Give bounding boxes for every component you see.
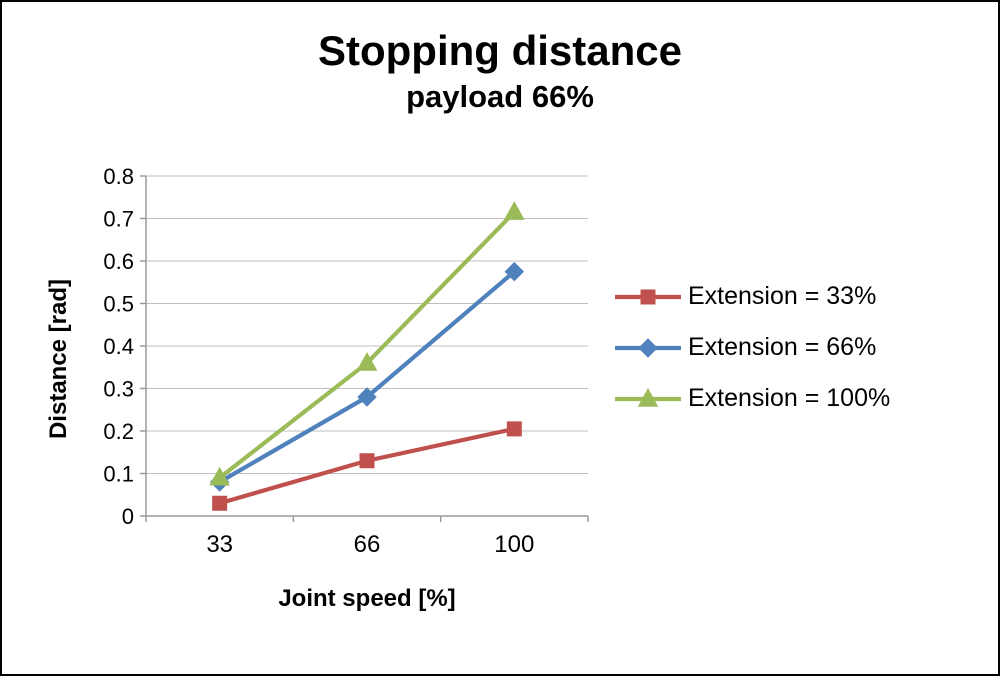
chart-body: Distance [rad] 0 0.1 0.2 0.3 0.4 0.5 0.6 0.7 0.8… xyxy=(2,164,998,613)
triangle-marker xyxy=(637,387,659,407)
legend-item-0: Extension = 33% xyxy=(612,282,890,311)
legend-label: Extension = 100% xyxy=(688,384,891,412)
plot-area: 0 0.1 0.2 0.3 0.4 0.5 0.6 0.7 0.8 33 66 100 xyxy=(103,164,589,558)
x-tick-label: 33 xyxy=(206,531,233,558)
y-axis-title-wrap: Distance [rad] xyxy=(36,164,82,579)
y-tick-label: 0 xyxy=(122,504,134,529)
legend-label: Extension = 33% xyxy=(688,282,877,310)
y-tick-label: 0.5 xyxy=(103,292,134,317)
chart-subtitle: payload 66% xyxy=(406,79,594,114)
diamond-marker xyxy=(504,261,525,282)
legend-marker-icon xyxy=(615,289,681,304)
x-tick-label: 66 xyxy=(354,531,381,558)
triangle-marker xyxy=(356,351,378,371)
plot-column: 0 0.1 0.2 0.3 0.4 0.5 0.6 0.7 0.8 33 66 100 Joint s… xyxy=(82,164,602,613)
chart-title: Stopping distance xyxy=(317,27,682,74)
chart-header: Stopping distance payload 66% xyxy=(2,2,998,118)
triangle-marker xyxy=(503,201,525,220)
x-tick-label: 100 xyxy=(494,531,534,558)
y-tick-label: 0.8 xyxy=(103,164,134,189)
x-axis-title: Joint speed [%] xyxy=(278,585,456,612)
legend-item-2: Extension = 100% xyxy=(612,384,890,413)
legend: Extension = 33% Extension = 66% Extension … xyxy=(612,282,890,413)
diamond-marker xyxy=(357,387,377,407)
square-marker xyxy=(506,421,522,437)
y-axis-title: Distance [rad] xyxy=(45,279,72,440)
y-tick-label: 0.4 xyxy=(103,334,134,359)
diamond-marker xyxy=(638,337,658,358)
square-marker xyxy=(212,495,228,511)
y-tick-label: 0.6 xyxy=(103,249,134,274)
square-marker xyxy=(359,453,375,469)
triangle-marker xyxy=(209,466,231,486)
y-tick-label: 0.3 xyxy=(103,377,134,402)
square-marker xyxy=(640,289,656,304)
legend-marker-icon xyxy=(615,387,681,407)
y-tick-label: 0.1 xyxy=(103,462,134,487)
legend-item-1: Extension = 66% xyxy=(612,333,890,362)
y-tick-label: 0.7 xyxy=(103,207,134,232)
legend-label: Extension = 66% xyxy=(688,333,877,361)
y-tick-label: 0.2 xyxy=(103,419,134,444)
legend-marker-icon xyxy=(615,337,681,358)
